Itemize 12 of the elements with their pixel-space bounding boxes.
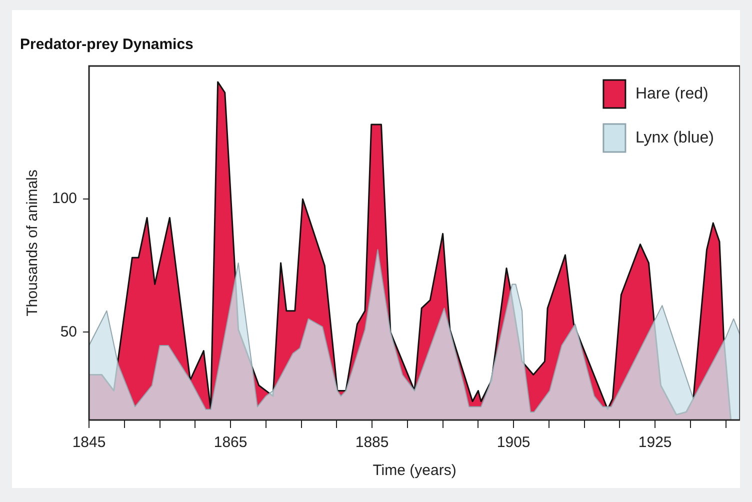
x-tick-label: 1865 [214,434,248,452]
x-tick-label: 1885 [355,434,389,452]
x-tick-label: 1925 [638,434,672,452]
y-axis-title: Thousands of animals [24,170,42,316]
legend-label: Lynx (blue) [635,129,714,146]
chart-title: Predator-prey Dynamics [20,36,194,54]
legend-label: Hare (red) [635,85,708,102]
x-tick-label: 1845 [72,434,106,452]
x-axis-title: Time (years) [372,462,456,480]
y-tick-label: 100 [52,190,78,208]
x-tick-label: 1905 [496,434,530,452]
y-tick-label: 50 [60,323,78,340]
